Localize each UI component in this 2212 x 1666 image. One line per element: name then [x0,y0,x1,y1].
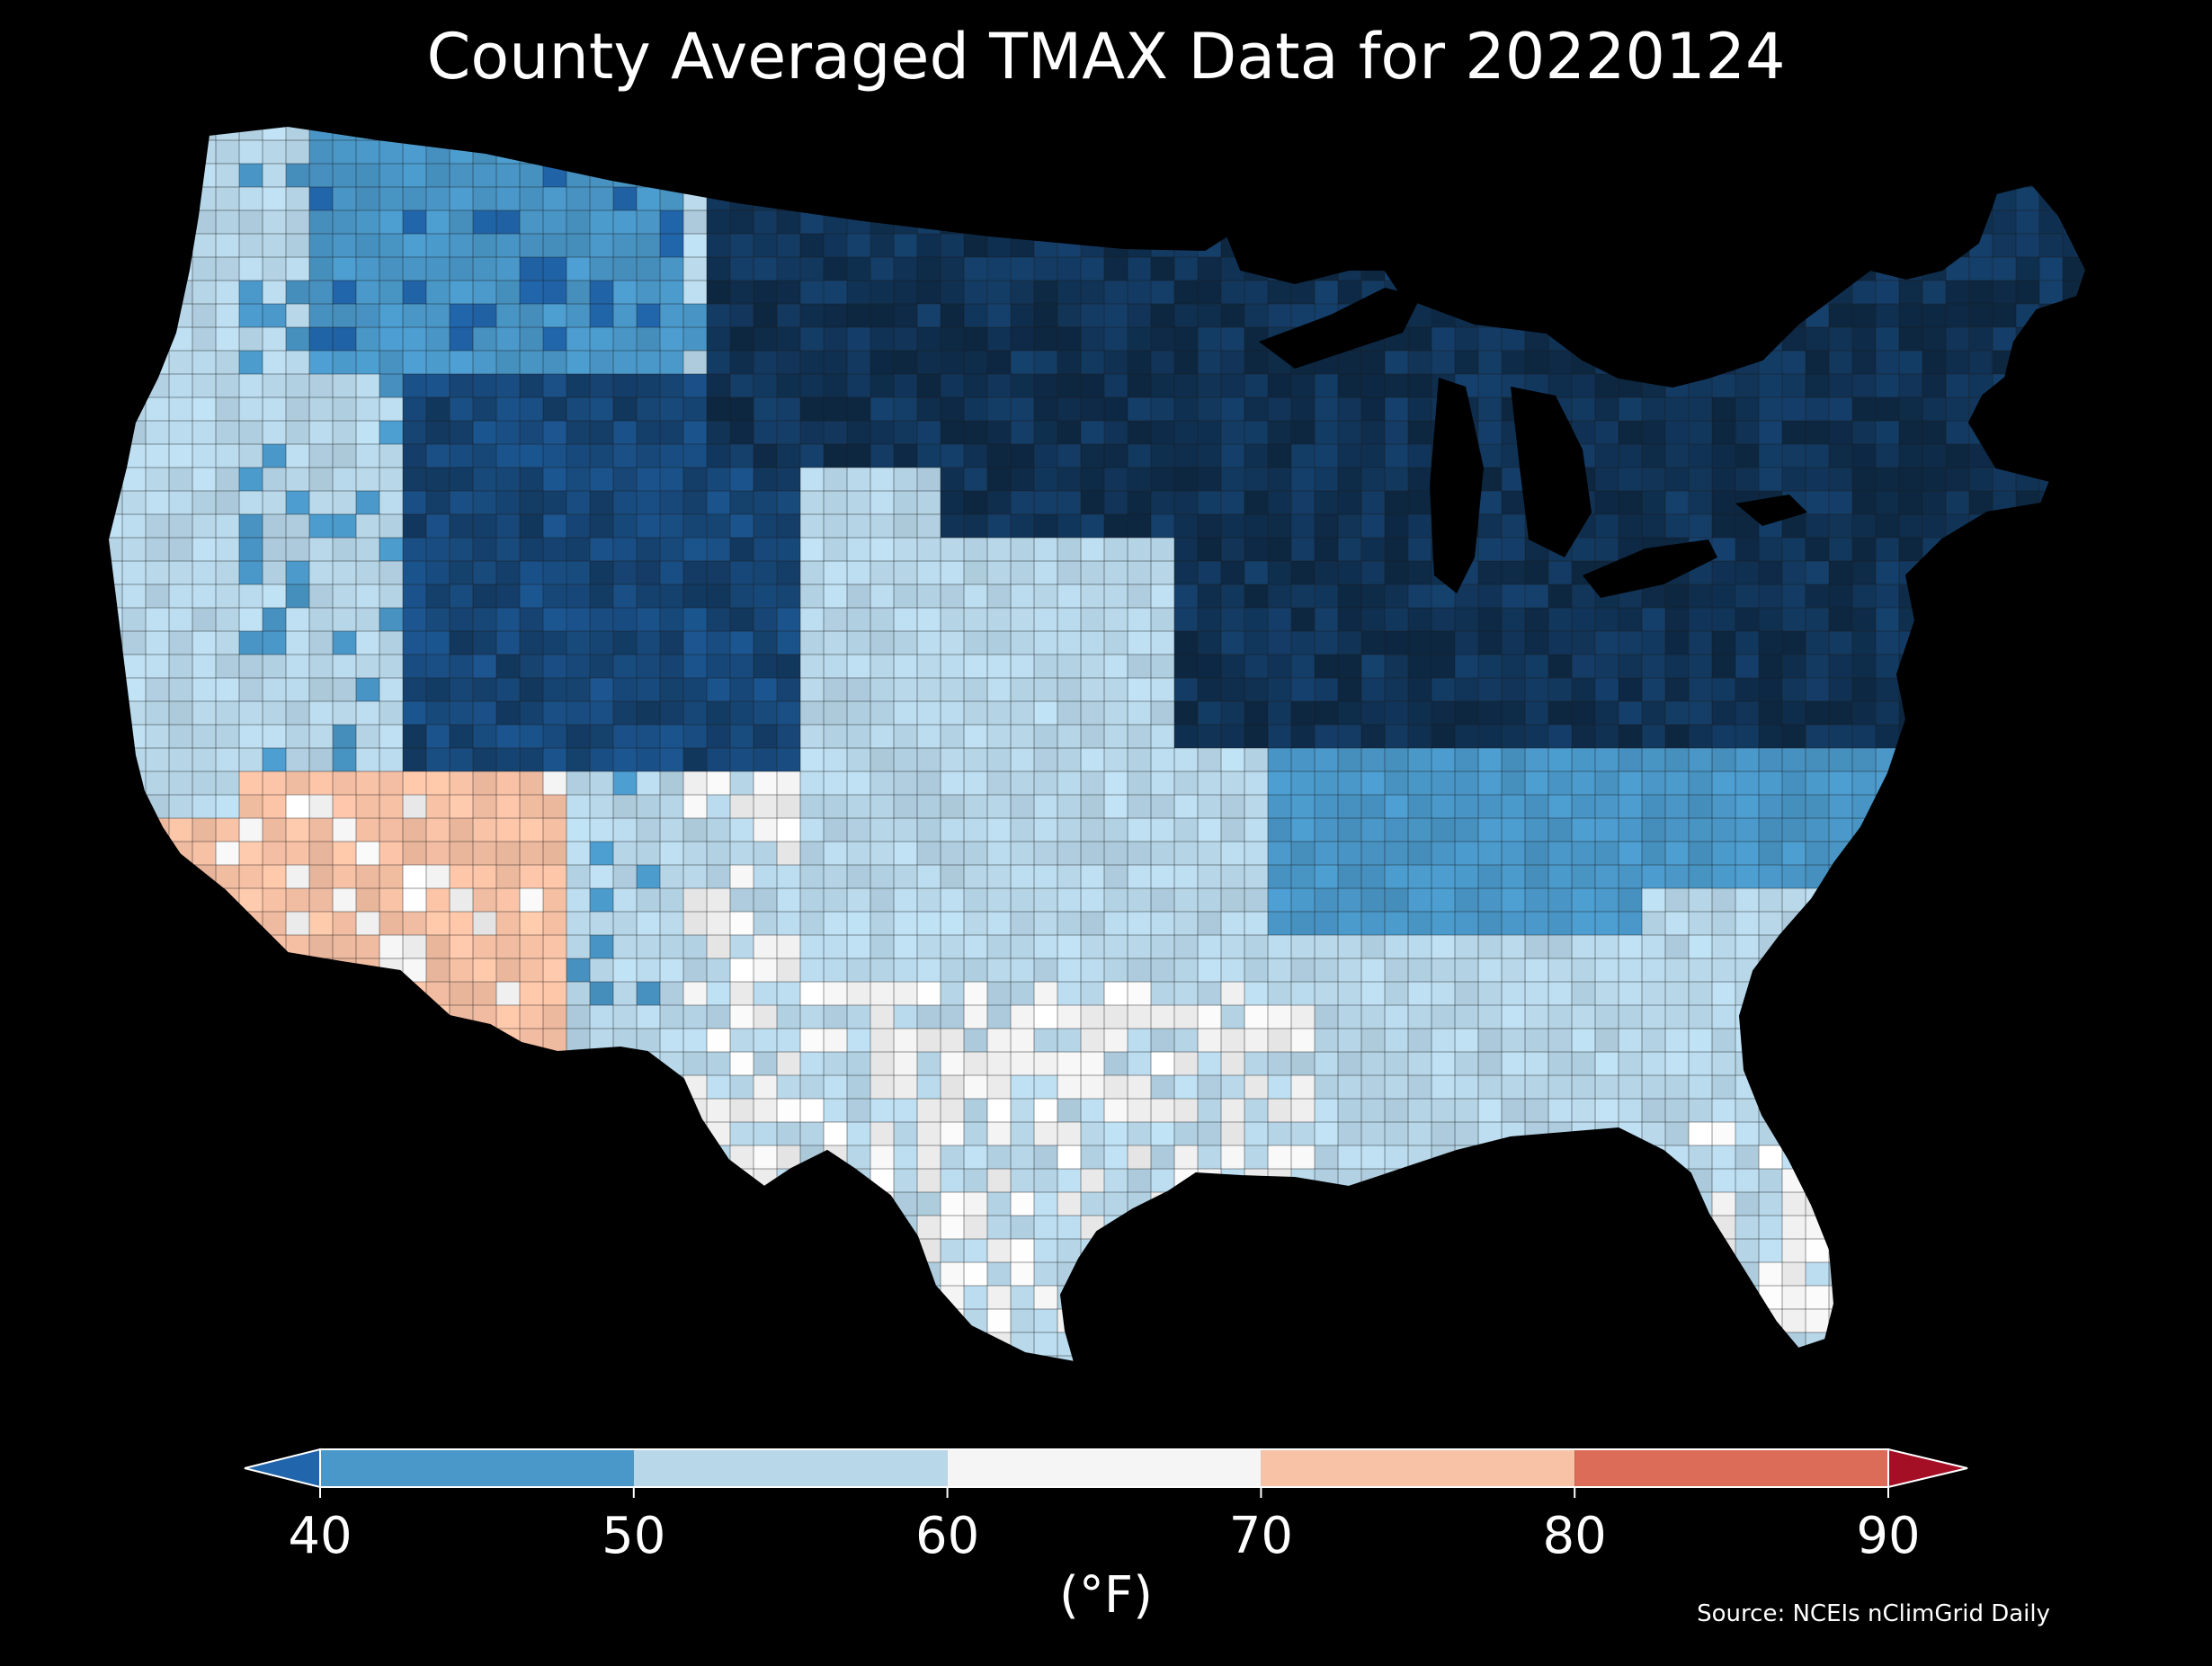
great-lakes [1259,288,1807,598]
lake-erie [1583,539,1717,598]
colorbar-bin-0 [320,1449,634,1487]
colorbar-tick-label: 60 [914,1507,980,1565]
colorbar-under-arrow [244,1448,321,1489]
lake-ontario [1735,494,1807,526]
lake-michigan [1430,378,1484,593]
source-note: Source: NCEIs nClimGrid Daily [1697,1600,2050,1627]
colorbar-bin-3 [1261,1449,1575,1487]
colorbar-tick-label: 40 [288,1507,352,1565]
colorbar-tick-label: 70 [1228,1507,1294,1565]
colorbar-frame [319,1448,1889,1488]
map-title: County Averaged TMAX Data for 20220124 [426,20,1786,94]
colorbar-bin-2 [947,1449,1262,1487]
lake-huron [1511,387,1592,557]
colorbar [244,1448,1968,1498]
colorbar-bin-1 [633,1449,948,1487]
colorbar-tick-label: 50 [602,1507,666,1565]
colorbar-tick-label: 80 [1542,1507,1607,1565]
colorbar-over-arrow [1887,1448,1968,1489]
lake-superior [1259,288,1421,369]
colorbar-tick-label: 90 [1856,1507,1921,1565]
colorbar-bin-4 [1574,1449,1888,1487]
colorbar-label: (°F) [1059,1566,1153,1625]
national-boundary [106,124,2088,1364]
